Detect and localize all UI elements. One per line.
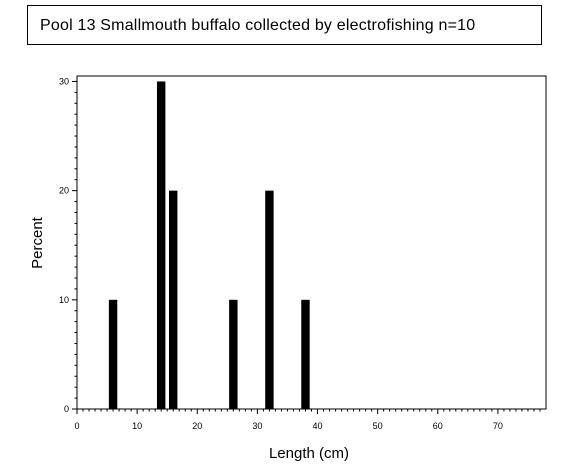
y-tick-label-0: 0 <box>64 404 69 414</box>
y-tick-label-3: 30 <box>59 76 69 86</box>
x-axis-label: Length (cm) <box>269 445 349 462</box>
x-tick-label-0: 0 <box>74 421 79 431</box>
x-tick-label-4: 40 <box>313 421 323 431</box>
x-tick-label-7: 70 <box>493 421 503 431</box>
y-axis-label: Percent <box>29 216 46 269</box>
bar-16 <box>168 190 178 409</box>
x-tick-label-2: 20 <box>192 421 202 431</box>
x-tick-label-5: 50 <box>373 421 383 431</box>
bar-6 <box>108 299 118 409</box>
x-tick-label-1: 10 <box>132 421 142 431</box>
plot-area-frame <box>76 75 547 410</box>
x-tick-label-6: 60 <box>433 421 443 431</box>
chart-title: Pool 13 Smallmouth buffalo collected by … <box>40 17 476 34</box>
chart-title-box: Pool 13 Smallmouth buffalo collected by … <box>27 5 542 45</box>
bar-group <box>108 81 310 409</box>
y-tick-label-1: 10 <box>59 295 69 305</box>
tick-group: 0 10 20 30 0 10 20 30 40 50 60 70 <box>59 76 541 431</box>
y-tick-label-2: 20 <box>59 186 69 196</box>
bar-38 <box>301 299 310 409</box>
bar-26 <box>229 299 238 409</box>
bar-32 <box>265 190 274 409</box>
x-tick-label-3: 30 <box>252 421 262 431</box>
bar-14 <box>156 81 166 409</box>
